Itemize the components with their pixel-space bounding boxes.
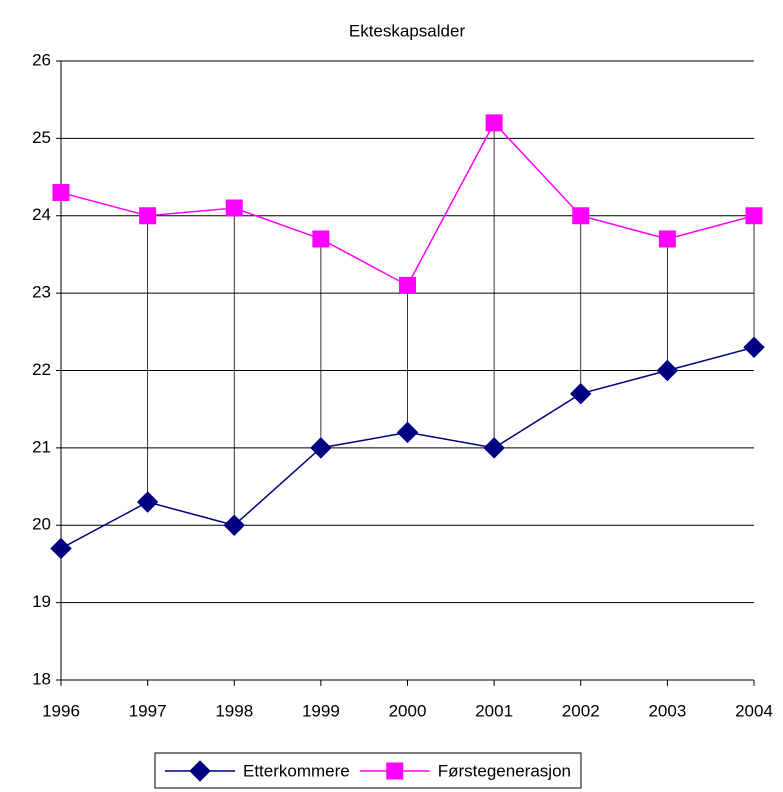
marker	[483, 437, 505, 459]
marker	[136, 491, 159, 513]
marker	[225, 199, 243, 217]
legend: Etterkommere Førstegenerasjon	[154, 752, 582, 789]
marker	[50, 537, 72, 560]
marker	[386, 762, 404, 780]
y-tick-label: 24	[32, 205, 51, 224]
marker	[399, 276, 416, 294]
x-tick-label: 2004	[735, 701, 773, 720]
marker	[570, 383, 592, 405]
marker	[396, 421, 419, 444]
y-tick-label: 21	[32, 437, 51, 456]
x-tick-label: 2000	[389, 701, 427, 720]
x-tick-label: 1996	[42, 701, 80, 720]
y-tick-label: 18	[32, 669, 51, 688]
marker	[139, 207, 157, 225]
marker	[658, 230, 676, 248]
x-tick-label: 1998	[215, 701, 253, 720]
marker	[312, 230, 330, 248]
legend-label: Etterkommere	[243, 761, 350, 780]
marker	[310, 437, 332, 459]
y-tick-label: 23	[32, 283, 51, 302]
y-tick-label: 25	[32, 128, 51, 147]
x-tick-label: 2001	[475, 701, 513, 720]
marker	[656, 359, 679, 382]
x-tick-label: 2002	[562, 701, 600, 720]
marker	[223, 514, 245, 536]
marker	[743, 336, 765, 358]
marker	[52, 184, 70, 202]
marker	[572, 207, 590, 225]
chart-title: Ekteskapsalder	[349, 21, 466, 40]
x-tick-label: 2003	[648, 701, 686, 720]
marker	[189, 760, 211, 782]
series-line	[60, 121, 755, 287]
legend-label: Førstegenerasjon	[438, 761, 571, 780]
y-tick-label: 20	[32, 515, 51, 534]
x-tick-label: 1999	[302, 701, 340, 720]
y-tick-label: 26	[32, 50, 51, 69]
marker	[485, 114, 503, 132]
y-tick-label: 19	[32, 592, 51, 611]
marker	[745, 207, 763, 225]
y-tick-label: 22	[32, 360, 51, 379]
x-tick-label: 1997	[129, 701, 167, 720]
